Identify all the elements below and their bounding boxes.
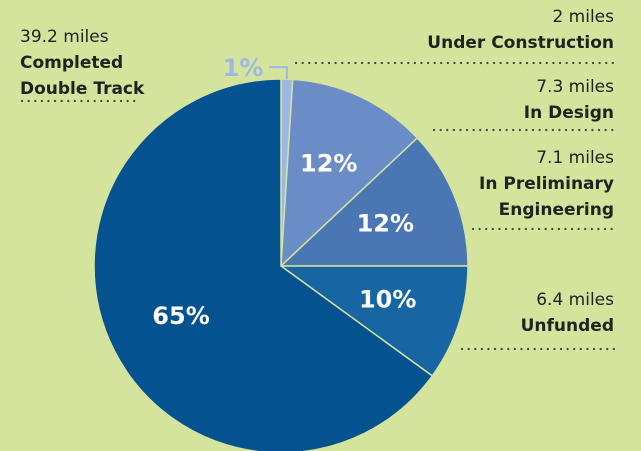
slice-annotation: 39.2 miles Completed Double Track [20,24,155,102]
miles-label: 7.3 miles [536,77,614,97]
slice-annotation: 6.4 miles Unfunded [414,287,614,339]
slice-label: 12% [357,210,414,238]
miles-label: 7.1 miles [536,148,614,168]
miles-label: 6.4 miles [536,290,614,310]
pie-slice [278,265,469,377]
leader-line [269,66,288,80]
slice-label: 12% [300,149,357,177]
pie-slice [279,136,469,267]
miles-label: 2 miles [552,7,614,27]
slice-annotation: 2 miles Under Construction [394,4,614,56]
miles-label: 39.2 miles [20,27,109,47]
slice-label: 1% [223,54,264,82]
pie-slice [93,78,434,451]
pie-slice [280,78,419,268]
slice-label: 10% [359,286,416,314]
slice-label: 65% [152,302,209,330]
category-label: In Design [523,103,614,123]
category-label: Under Construction [427,33,614,53]
slice-annotation: 7.1 miles In Preliminary Engineering [464,145,614,223]
category-label: Unfunded [520,316,614,336]
category-label: In Preliminary Engineering [479,174,614,220]
category-label: Completed Double Track [20,53,145,99]
slice-annotation: 7.3 miles In Design [414,74,614,126]
